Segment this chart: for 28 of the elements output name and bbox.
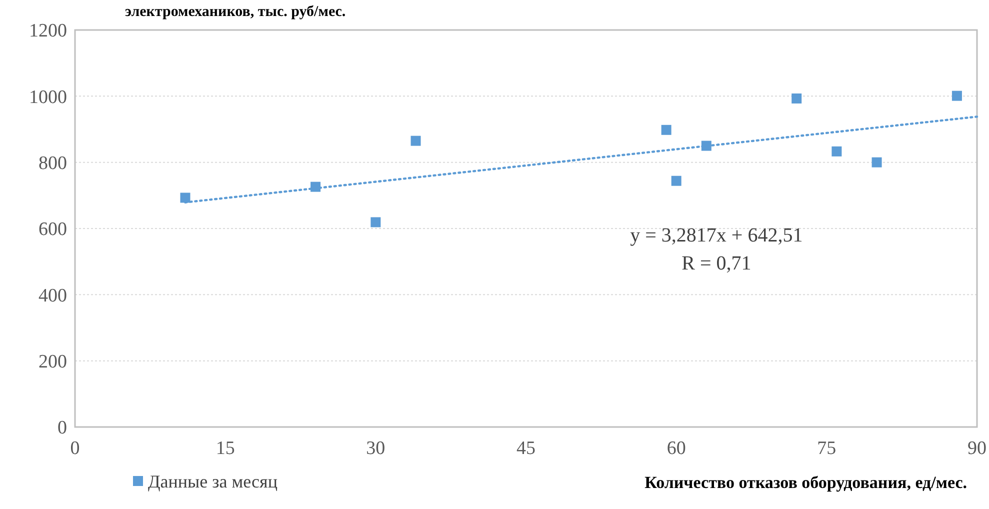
point bbox=[671, 176, 682, 186]
legend-label: Данные за месяц bbox=[148, 471, 278, 492]
y-tick-label: 1000 bbox=[29, 86, 67, 108]
point bbox=[180, 192, 190, 203]
point bbox=[952, 90, 962, 101]
x-tick-label: 90 bbox=[968, 438, 986, 459]
x-tick-label: 75 bbox=[817, 438, 836, 459]
y-tick-label: 400 bbox=[38, 285, 67, 306]
point bbox=[661, 124, 672, 135]
x-tick-label: 30 bbox=[366, 438, 386, 459]
annotation: y = 3,2817x + 642,51 bbox=[630, 224, 803, 247]
x-tick-label: 0 bbox=[70, 438, 80, 459]
x-axis-title: Количество отказов оборудования, ед/мес. bbox=[644, 473, 967, 492]
x-tick-label: 45 bbox=[516, 438, 536, 459]
point bbox=[832, 146, 842, 156]
annotation: R = 0,71 bbox=[682, 252, 752, 275]
x-tick-label: 60 bbox=[666, 438, 686, 459]
y-tick-label: 800 bbox=[38, 152, 67, 174]
point bbox=[370, 217, 381, 228]
y-tick-label: 600 bbox=[38, 219, 67, 240]
point bbox=[410, 136, 421, 146]
y-axis-title: электромехаников, тыс. руб/мес. bbox=[125, 4, 346, 20]
point bbox=[872, 157, 882, 168]
point bbox=[792, 93, 802, 104]
y-tick-label: 200 bbox=[38, 351, 67, 372]
x-tick-label: 15 bbox=[216, 438, 235, 459]
y-tick-label: 1200 bbox=[29, 20, 67, 42]
y-tick-label: 0 bbox=[58, 418, 67, 439]
